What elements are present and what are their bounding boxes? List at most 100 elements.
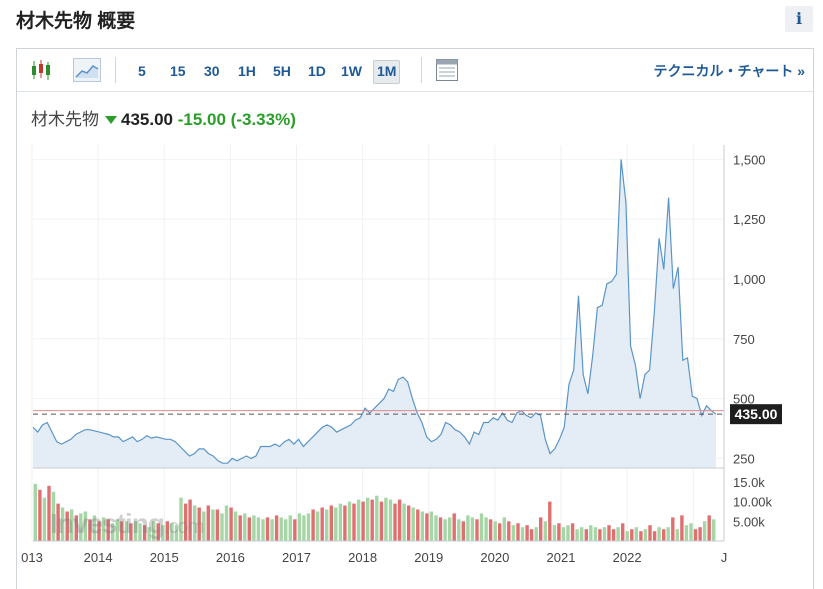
candlestick-chart-icon[interactable] <box>29 58 55 82</box>
volume-bar <box>607 525 611 541</box>
price-change: -15.00 <box>177 110 226 129</box>
volume-bar <box>233 511 238 541</box>
volume-bar <box>475 519 479 541</box>
x-tick-label: 2016 <box>216 550 245 565</box>
volume-bar <box>83 511 88 541</box>
volume-bar <box>165 521 169 541</box>
timeframe-5h[interactable]: 5H <box>273 63 291 79</box>
x-tick-label: 013 <box>21 550 43 565</box>
volume-bar <box>671 517 675 541</box>
volume-bar <box>311 509 315 541</box>
volume-tick-label: 5.00k <box>733 514 765 529</box>
volume-bar <box>680 515 684 541</box>
volume-bar <box>138 523 142 541</box>
volume-bar <box>384 497 388 541</box>
x-tick-label: 2022 <box>613 550 642 565</box>
volume-bar <box>279 517 283 541</box>
volume-bar <box>74 515 78 541</box>
volume-bar <box>366 497 370 541</box>
x-tick-label: 2021 <box>547 550 576 565</box>
volume-bar <box>188 499 192 541</box>
volume-bar <box>662 529 666 541</box>
volume-bar <box>484 517 488 541</box>
volume-bar <box>174 525 179 541</box>
timeframe-5[interactable]: 5 <box>138 63 146 79</box>
price-line <box>32 159 717 464</box>
last-price-badge-label: 435.00 <box>735 406 778 422</box>
timeframe-1m[interactable]: 1M <box>373 60 401 84</box>
volume-bar <box>438 517 443 541</box>
volume-bar <box>325 509 329 541</box>
volume-bar <box>639 531 643 541</box>
volume-bar <box>170 523 174 541</box>
timeframe-30[interactable]: 30 <box>204 63 220 79</box>
volume-bar <box>334 507 338 541</box>
volume-bar <box>689 523 693 541</box>
timeframe-1d[interactable]: 1D <box>308 63 326 79</box>
timeframe-15[interactable]: 15 <box>170 63 186 79</box>
page-title: 材木先物 概要 <box>16 11 136 32</box>
volume-tick-label: 10.00k <box>733 495 773 510</box>
x-tick-label: 2015 <box>150 550 179 565</box>
volume-bar <box>388 499 393 541</box>
volume-bar <box>702 521 707 541</box>
volume-bar <box>648 525 652 541</box>
timeframe-1w[interactable]: 1W <box>341 63 362 79</box>
table-view-icon[interactable] <box>435 58 461 82</box>
x-tick-label: 2014 <box>84 550 113 565</box>
volume-bar <box>361 501 365 541</box>
info-button[interactable]: i <box>785 6 813 32</box>
volume-bar <box>479 513 484 541</box>
volume-bar <box>306 513 311 541</box>
last-price-badge: 435.00 <box>730 404 782 425</box>
volume-bar <box>611 529 616 541</box>
volume-bar <box>347 501 352 541</box>
technical-chart-link[interactable]: テクニカル・チャート » <box>653 63 805 79</box>
timeframe-1h[interactable]: 1H <box>238 63 256 79</box>
y-tick-label: 250 <box>733 451 755 466</box>
volume-bar <box>434 515 438 541</box>
volume-bar <box>534 527 538 541</box>
volume-bar <box>206 505 210 541</box>
volume-bar <box>452 513 456 541</box>
volume-bar <box>152 521 156 541</box>
volume-bar <box>598 529 602 541</box>
volume-bar <box>429 511 434 541</box>
volume-bar <box>302 515 306 541</box>
volume-bar <box>329 505 333 541</box>
volume-bar <box>256 517 261 541</box>
quote-line: 材木先物 435.00 -15.00 (-3.33%) <box>31 105 296 130</box>
volume-bar <box>511 525 516 541</box>
volume-bar <box>129 523 133 541</box>
volume-bar <box>211 509 215 541</box>
volume-bar <box>156 523 160 541</box>
volume-bar <box>79 513 83 541</box>
area-chart-icon[interactable] <box>73 58 101 82</box>
volume-bar <box>120 521 124 541</box>
volume-bar <box>47 485 51 541</box>
volume-bar <box>243 513 247 541</box>
volume-bar <box>183 503 188 541</box>
volume-bar <box>370 499 374 541</box>
volume-bar <box>220 513 224 541</box>
volume-bar <box>616 527 620 541</box>
volume-bar <box>38 489 42 541</box>
volume-bar <box>488 519 493 541</box>
volume-bar <box>247 517 251 541</box>
volume-bar <box>375 495 379 541</box>
volume-bar <box>407 505 411 541</box>
instrument-name: 材木先物 <box>31 110 99 129</box>
volume-bar <box>124 521 129 541</box>
volume-bar <box>56 503 60 541</box>
last-price: 435.00 <box>121 110 173 129</box>
volume-bar <box>529 529 534 541</box>
volume-bar <box>416 509 420 541</box>
volume-bar <box>238 515 242 541</box>
volume-bar <box>502 517 506 541</box>
volume-bar <box>652 531 657 541</box>
volume-bar <box>88 519 92 541</box>
y-tick-label: 1,000 <box>733 272 766 287</box>
volume-bar <box>320 507 324 541</box>
volume-bar <box>101 517 106 541</box>
watermark-logo: Investing.com <box>50 508 204 539</box>
